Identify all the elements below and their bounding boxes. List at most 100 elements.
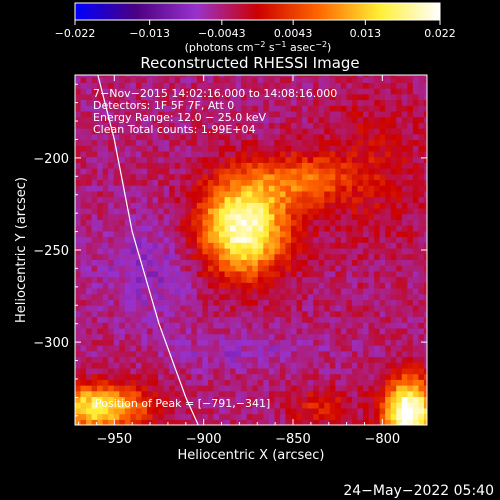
heatmap-cell (407, 322, 414, 329)
heatmap-cell (235, 379, 242, 386)
heatmap-cell (357, 379, 364, 386)
heatmap-cell (313, 173, 320, 181)
heatmap-cell (196, 179, 203, 186)
heatmap-cell (119, 230, 126, 238)
heatmap-cell (291, 322, 298, 329)
heatmap-cell (263, 390, 270, 398)
heatmap-cell (163, 99, 170, 106)
heatmap-cell (191, 213, 198, 221)
heatmap-cell (174, 293, 181, 300)
heatmap-cell (158, 247, 165, 255)
heatmap-cell (279, 396, 287, 403)
heatmap-cell (119, 150, 126, 158)
heatmap-cell (230, 116, 237, 123)
heatmap-cell (213, 356, 220, 363)
heatmap-cell (412, 179, 420, 186)
heatmap-cell (257, 247, 264, 255)
heatmap-cell (401, 333, 408, 340)
heatmap-cell (124, 413, 131, 420)
heatmap-cell (113, 385, 120, 392)
heatmap-cell (124, 133, 131, 141)
heatmap-cell (329, 208, 336, 215)
heatmap-cell (346, 179, 353, 186)
heatmap-cell (163, 133, 170, 141)
heatmap-cell (368, 236, 375, 243)
heatmap-cell (335, 208, 342, 215)
heatmap-cell (257, 390, 264, 398)
heatmap-cell (196, 407, 203, 415)
heatmap-cell (108, 242, 115, 249)
heatmap-cell (351, 367, 359, 375)
heatmap-cell (396, 208, 403, 215)
heatmap-cell (291, 156, 298, 163)
heatmap-cell (363, 110, 370, 118)
heatmap-cell (291, 282, 298, 289)
heatmap-cell (346, 345, 353, 352)
heatmap-cell (86, 150, 93, 158)
heatmap-cell (401, 282, 408, 289)
heatmap-cell (302, 213, 309, 221)
heatmap-cell (235, 413, 242, 420)
heatmap-cell (230, 225, 237, 232)
heatmap-cell (268, 327, 276, 335)
heatmap-cell (346, 379, 353, 386)
heatmap-cell (307, 139, 314, 146)
heatmap-cell (423, 173, 427, 181)
heatmap-cell (124, 219, 131, 226)
heatmap-cell (390, 356, 397, 363)
heatmap-cell (152, 396, 159, 403)
heatmap-cell (163, 93, 170, 101)
heatmap-cell (396, 316, 403, 323)
heatmap-cell (285, 190, 292, 198)
heatmap-cell (357, 202, 364, 209)
heatmap-cell (374, 356, 381, 363)
heatmap-cell (191, 190, 198, 198)
heatmap-cell (346, 265, 353, 272)
heatmap-cell (202, 316, 209, 323)
heatmap-cell (363, 379, 370, 386)
heatmap-cell (302, 99, 309, 106)
heatmap-cell (368, 168, 375, 175)
heatmap-cell (152, 282, 159, 289)
heatmap-cell (279, 116, 287, 123)
heatmap-cell (390, 213, 397, 221)
heatmap-cell (318, 407, 325, 415)
heatmap-cell (263, 185, 270, 192)
heatmap-cell (207, 276, 215, 283)
heatmap-cell (296, 242, 303, 249)
heatmap-cell (401, 293, 408, 300)
heatmap-cell (302, 236, 309, 243)
heatmap-cell (246, 93, 253, 101)
heatmap-cell (102, 310, 109, 318)
heatmap-cell (418, 230, 425, 238)
heatmap-cell (135, 173, 143, 181)
heatmap-cell (91, 133, 98, 141)
heatmap-cell (246, 190, 253, 198)
heatmap-cell (412, 407, 420, 415)
heatmap-cell (97, 407, 104, 415)
heatmap-cell (385, 367, 392, 375)
heatmap-cell (346, 282, 353, 289)
heatmap-cell (263, 310, 270, 318)
heatmap-cell (230, 339, 237, 346)
heatmap-cell (185, 168, 192, 175)
heatmap-cell (163, 322, 170, 329)
heatmap-cell (368, 75, 375, 78)
heatmap-cell (302, 362, 309, 369)
heatmap-cell (357, 88, 364, 95)
heatmap-cell (158, 356, 165, 363)
heatmap-cell (346, 173, 353, 181)
heatmap-cell (263, 236, 270, 243)
heatmap-cell (246, 310, 253, 318)
heatmap-cell (257, 128, 264, 135)
heatmap-cell (119, 390, 126, 398)
heatmap-cell (119, 350, 126, 358)
heatmap-cell (296, 305, 303, 312)
heatmap-cell (379, 185, 386, 192)
heatmap-cell (307, 105, 314, 112)
heatmap-cell (119, 93, 126, 101)
heatmap-cell (368, 110, 375, 118)
heatmap-cell (180, 282, 187, 289)
heatmap-cell (385, 356, 392, 363)
heatmap-cell (257, 173, 264, 181)
